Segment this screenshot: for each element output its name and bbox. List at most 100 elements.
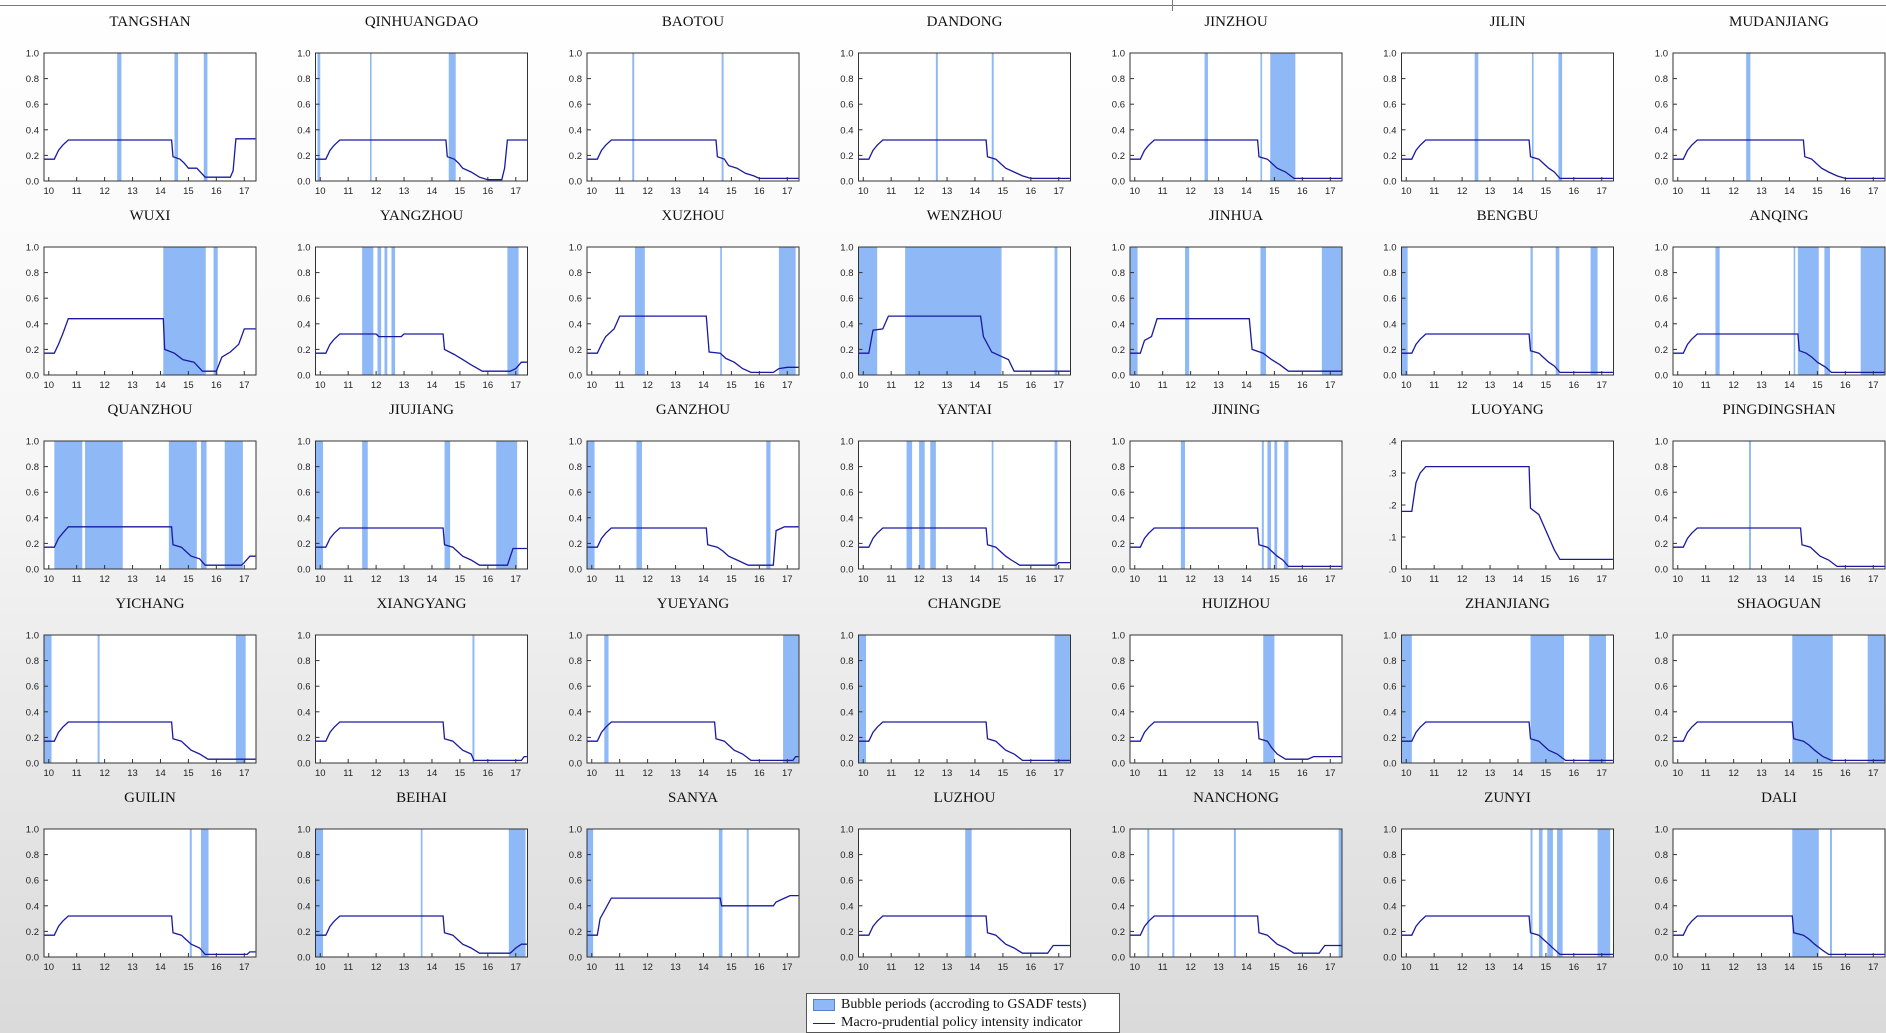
x-tick-label: 12 [642,768,653,779]
y-tick-label: 0.0 [26,177,39,188]
y-tick-label: 0.6 [840,876,853,887]
x-tick-label: 14 [698,962,709,973]
policy-line [1401,139,1613,180]
x-tick-label: 15 [726,186,737,197]
y-tick-label: 0.6 [840,294,853,305]
y-tick-label: 0.4 [840,513,853,524]
bubble-band [1793,247,1796,375]
panel-title: CHANGDE [928,596,1001,612]
y-tick-label: 1.0 [1655,243,1668,254]
x-tick-label: 13 [670,380,681,391]
x-tick-label: 16 [1569,768,1580,779]
y-tick-label: 0.0 [840,371,853,382]
y-tick-label: 0.4 [1112,319,1125,330]
x-tick-label: 14 [698,186,709,197]
x-tick-label: 13 [1213,380,1224,391]
x-tick-label: 10 [1401,186,1412,197]
plot-area [1673,247,1885,375]
y-tick-label: 0.6 [297,488,310,499]
x-tick-label: 13 [1756,574,1767,585]
x-tick-label: 13 [942,768,953,779]
x-tick-label: 16 [1026,186,1037,197]
legend-item-bubble: Bubble periods (accroding to GSADF tests… [813,996,1086,1014]
x-tick-label: 15 [1269,380,1280,391]
x-tick-label: 10 [1672,768,1683,779]
bubble-band [632,53,635,181]
y-tick-label: 0.4 [840,319,853,330]
y-tick-label: 1.0 [840,825,853,836]
plot-area [858,635,1071,763]
bubble-band [905,247,1002,375]
y-tick-label: 0.4 [297,319,310,330]
y-tick-label: 0.8 [1112,462,1125,473]
panel-beihai: BEIHAI 0.0 0.2 0.4 0.6 0.8 1.0 10 11 12 13 14 15 16 17 [297,790,528,973]
plot-frame [1129,440,1343,570]
plot-area [858,53,1071,181]
x-tick-label: 14 [1513,574,1524,585]
y-tick-label: 1.0 [26,437,39,448]
x-tick-label: 15 [455,380,466,391]
y-tick-label: 0.0 [840,953,853,964]
y-tick-label: 0.4 [840,901,853,912]
x-tick-label: 13 [670,574,681,585]
plot-area [1673,441,1885,569]
y-tick-label: 0.0 [26,953,39,964]
x-tick-label: 15 [1541,186,1552,197]
x-tick-label: 17 [1053,768,1064,779]
bubble-band [235,635,246,763]
x-tick-label: 13 [127,768,138,779]
y-tick-label: 0.6 [1383,294,1396,305]
y-tick-label: 0.6 [569,876,582,887]
bubble-band [200,441,207,569]
x-tick-label: 16 [1840,574,1851,585]
bubble-band [1267,441,1272,569]
y-tick-label: 0.4 [26,707,39,718]
panel-title: DALI [1761,790,1797,806]
plot-area [315,247,528,375]
x-tick-label: 10 [1672,574,1683,585]
y-tick-label: 0.8 [1112,656,1125,667]
x-tick-label: 17 [1868,574,1879,585]
x-tick-label: 10 [315,574,326,585]
y-tick-label: 0.0 [297,371,310,382]
y-tick-label: 0.4 [1655,901,1668,912]
bubble-band [1260,53,1263,181]
y-tick-label: 0.4 [840,707,853,718]
bubble-band [1274,441,1278,569]
policy-line [858,139,1070,180]
plot-area [1130,441,1342,569]
x-tick-label: 15 [726,768,737,779]
x-tick-label: 13 [127,380,138,391]
y-tick-label: 0.2 [1112,151,1125,162]
bubble-band [1185,247,1190,375]
x-tick-label: 17 [239,574,250,585]
x-tick-label: 12 [99,380,110,391]
panel-luzhou: LUZHOU 0.0 0.2 0.4 0.6 0.8 1.0 10 11 12 13 14 15 16 17 [840,790,1071,973]
y-tick-label: 0.8 [1655,850,1668,861]
x-tick-label: 15 [183,186,194,197]
x-tick-label: 14 [427,186,438,197]
x-tick-label: 17 [782,186,793,197]
y-tick-label: 0.2 [1112,345,1125,356]
x-tick-label: 15 [1269,768,1280,779]
x-tick-label: 12 [99,574,110,585]
x-tick-label: 11 [343,962,353,973]
plot-frame [1129,828,1343,958]
y-tick-label: 0.0 [1112,371,1125,382]
x-tick-label: 11 [72,574,82,585]
y-tick-label: 1.0 [1383,631,1396,642]
y-tick-label: 0.0 [569,565,582,576]
bubble-band [203,53,208,181]
x-tick-label: 14 [1241,186,1252,197]
legend-line-swatch [813,1022,835,1024]
plot-frame [858,828,1071,958]
y-tick-label: 0.8 [569,268,582,279]
policy-line [1673,915,1885,956]
policy-line [587,526,799,566]
policy-line [587,721,799,762]
panel-ganzhou: GANZHOU 0.0 0.2 0.4 0.6 0.8 1.0 10 11 12 13 14 15 16 1… [569,402,800,585]
y-tick-label: 0.2 [840,539,853,550]
x-tick-label: 11 [1701,574,1711,585]
bubble-band [496,441,518,569]
x-tick-label: 17 [1868,186,1879,197]
